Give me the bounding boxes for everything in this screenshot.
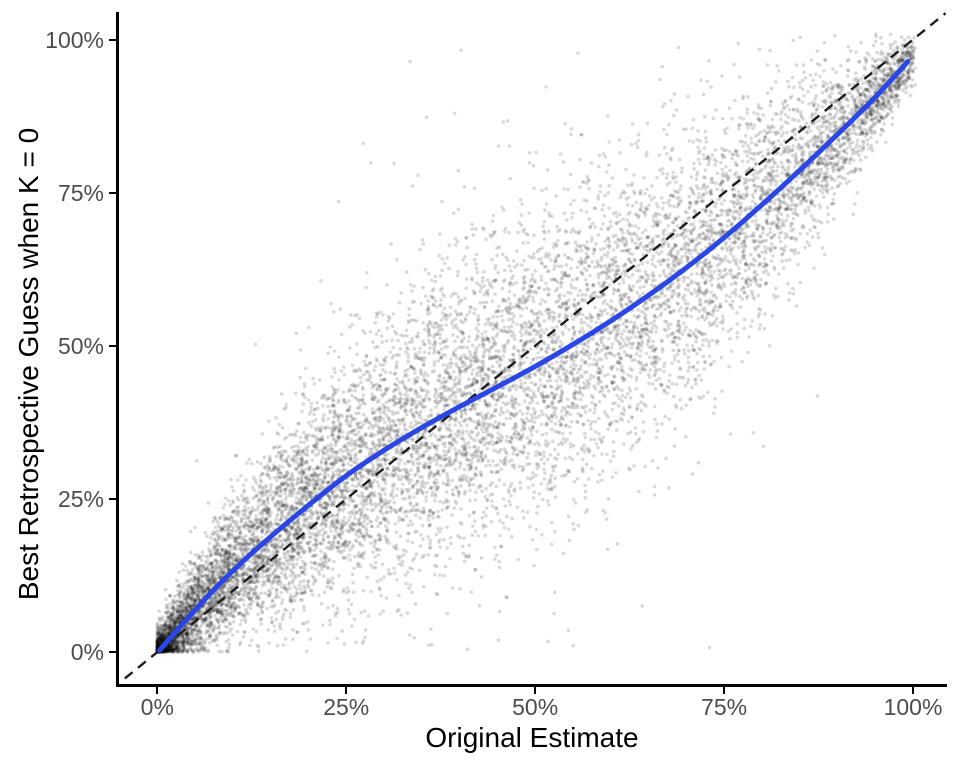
x-tick-mark [723,686,726,694]
x-axis-title: Original Estimate [425,722,639,753]
x-tick-label-0: 0% [140,694,174,720]
x-tick-mark [156,686,159,694]
x-tick-mark [345,686,348,694]
x-tick-label-50: 50% [512,694,559,720]
x-tick-mark [534,686,537,694]
y-tick-mark [108,344,116,347]
y-axis-title: Best Retrospective Guess when K = 0 [13,127,44,601]
plot-area [118,12,947,684]
y-tick-label-75: 75% [57,179,104,206]
x-tick-label-100: 100% [883,694,943,720]
y-tick-mark [108,651,116,654]
x-tick-mark [911,686,914,694]
y-tick-mark [108,191,116,194]
x-tick-label-75: 75% [701,694,748,720]
x-axis-line [116,684,947,687]
y-tick-label-25: 25% [57,486,104,512]
y-tick-label-100: 100% [45,26,104,53]
y-tick-label-0: 0% [70,639,104,666]
x-tick-label-25: 25% [323,694,370,720]
y-tick-mark [108,38,116,41]
y-tick-label-50: 50% [57,332,104,359]
y-axis-line [116,12,119,686]
y-tick-mark [108,498,116,500]
